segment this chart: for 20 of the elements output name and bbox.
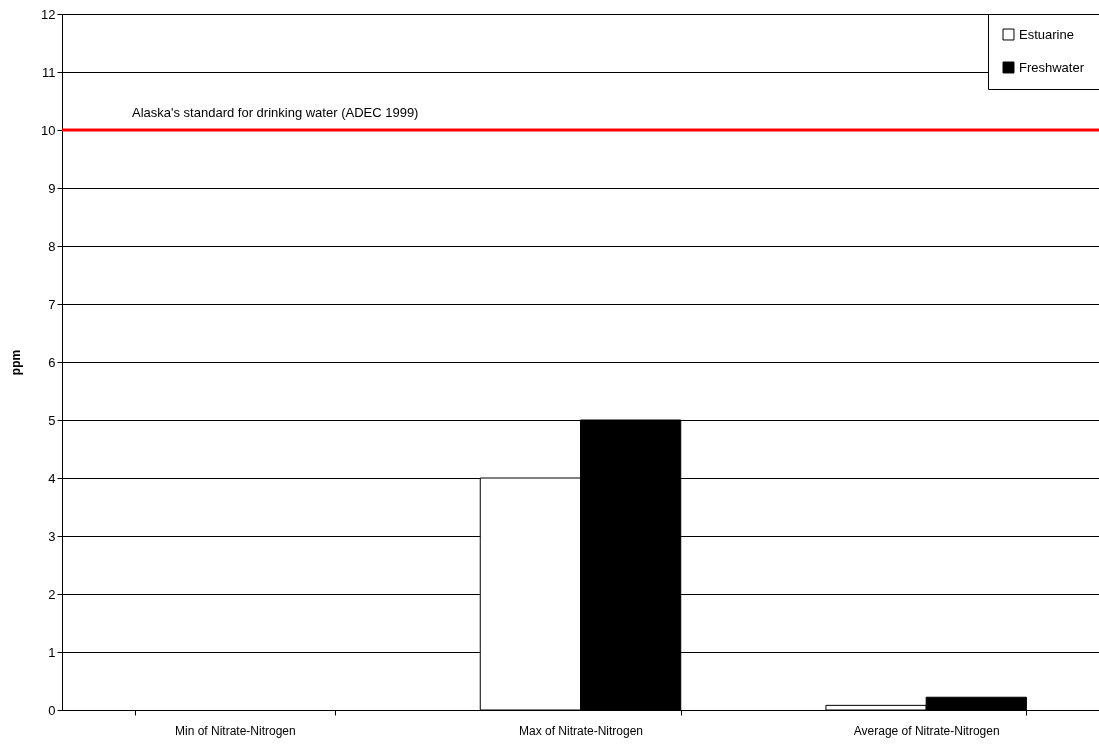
y-tick-label: 3 <box>48 528 56 544</box>
y-tick-label: 7 <box>48 296 56 312</box>
y-tick-label: 10 <box>41 122 56 138</box>
y-tick-label: 5 <box>48 412 56 428</box>
legend-label: Freshwater <box>1019 59 1085 75</box>
y-tick-label: 4 <box>48 470 56 486</box>
y-tick-label: 0 <box>48 702 56 718</box>
ref-line-label: Alaska's standard for drinking water (ADEC 1999) <box>132 105 419 120</box>
y-tick-label: 12 <box>41 6 56 22</box>
y-tick-label: 11 <box>42 64 56 80</box>
x-tick-label: Max of Nitrate-Nitrogen <box>518 723 644 738</box>
y-tick-label: 1 <box>48 644 56 660</box>
y-axis-title: ppm <box>9 349 24 376</box>
y-tick-label: 2 <box>48 586 56 602</box>
y-tick-label: 8 <box>48 238 56 254</box>
x-tick-label: Average of Nitrate-Nitrogen <box>853 723 1000 738</box>
x-tick-label: Min of Nitrate-Nitrogen <box>174 723 296 738</box>
y-tick-label: 9 <box>48 180 56 196</box>
legend-label: Estuarine <box>1019 26 1074 42</box>
y-tick-label: 6 <box>48 354 56 370</box>
